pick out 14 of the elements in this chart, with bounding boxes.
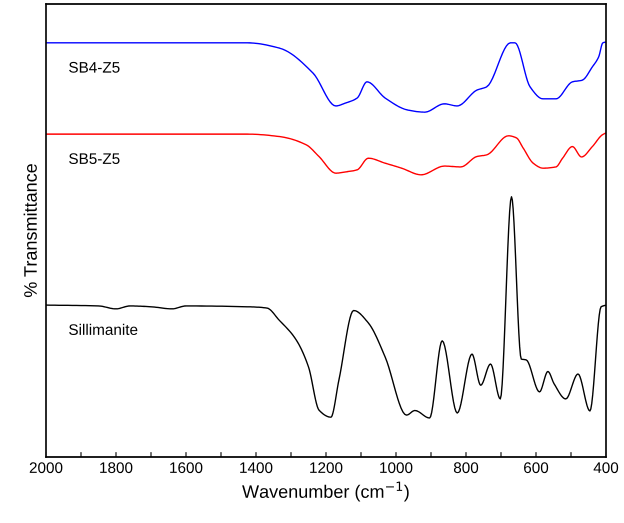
x-tick-label: 800 [454, 462, 478, 474]
x-tick-label: 2000 [30, 462, 62, 474]
x-axis-title: Wavenumber (cm$^{−1}$) [242, 482, 409, 502]
x-tick-label: 1800 [100, 462, 132, 474]
series-label: SB4-Z5 [69, 62, 120, 73]
x-tick-label: 1600 [170, 462, 202, 474]
y-axis-title: % Transmittance [24, 164, 37, 298]
x-tick-label: 1200 [310, 462, 342, 474]
series-label: SB5-Z5 [69, 153, 120, 164]
x-tick-label: 400 [594, 462, 618, 474]
series-label: Sillimanite [69, 324, 138, 336]
x-tick-label: 1400 [240, 462, 272, 474]
x-tick-label: 600 [524, 462, 548, 474]
x-tick-label: 1000 [380, 462, 412, 474]
